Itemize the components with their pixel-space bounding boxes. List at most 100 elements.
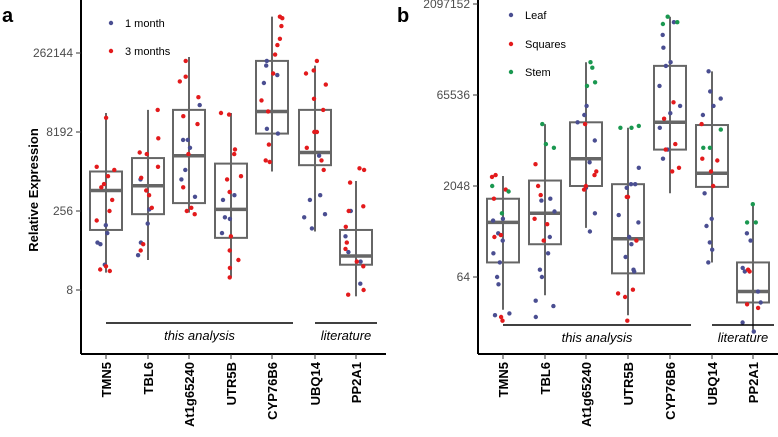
data-point (751, 329, 756, 334)
data-point (547, 234, 552, 240)
x-tick-label: UTR5B (224, 362, 239, 405)
data-point (660, 32, 665, 38)
data-point (227, 275, 232, 280)
data-point (192, 212, 197, 217)
data-point (710, 247, 715, 252)
annotation-label: literature (718, 330, 769, 345)
data-point (582, 121, 588, 127)
data-point (592, 138, 597, 143)
data-point (98, 242, 103, 247)
legend-swatch (508, 12, 514, 18)
data-point (507, 311, 512, 316)
data-point (708, 89, 713, 94)
data-point (627, 234, 632, 240)
data-point (581, 187, 587, 192)
data-point (590, 65, 595, 70)
data-point (747, 269, 752, 274)
data-point (540, 121, 545, 127)
data-point (232, 147, 238, 152)
data-point (94, 218, 99, 223)
data-point (623, 254, 628, 260)
x-tick-label: UTR5B (621, 362, 636, 405)
data-point (588, 60, 593, 65)
data-point (346, 208, 351, 214)
data-point (189, 205, 194, 210)
data-point (271, 71, 276, 76)
data-point (156, 136, 161, 141)
data-point (361, 287, 366, 293)
y-axis-label: Relative Expression (26, 128, 41, 252)
data-point (551, 303, 556, 309)
legend-label: 1 month (125, 18, 165, 30)
data-point (497, 260, 502, 265)
data-point (180, 137, 186, 143)
data-point (632, 269, 637, 274)
data-point (137, 150, 142, 155)
data-point (489, 174, 495, 180)
data-point (322, 212, 328, 217)
data-point (494, 274, 500, 280)
x-tick-label: PP2A1 (349, 362, 364, 403)
legend-swatch (508, 69, 514, 75)
data-point (277, 36, 283, 41)
box (339, 228, 373, 266)
data-point (584, 83, 590, 89)
data-point (179, 177, 184, 182)
data-point (715, 158, 720, 163)
data-point (718, 96, 723, 101)
data-point (110, 197, 115, 203)
data-point (192, 194, 198, 199)
box (89, 170, 123, 231)
data-point (318, 193, 323, 198)
data-point (358, 259, 363, 264)
data-point (181, 114, 186, 119)
data-point (533, 298, 538, 303)
data-point (663, 147, 668, 152)
data-point (259, 98, 264, 103)
data-point (145, 221, 150, 226)
data-point (498, 314, 504, 320)
data-point (755, 289, 761, 294)
data-point (490, 218, 496, 223)
data-point (668, 60, 673, 65)
data-point (706, 260, 711, 265)
data-point (222, 215, 228, 220)
data-point (195, 121, 200, 127)
legend-label: Squares (525, 39, 566, 51)
data-point (226, 112, 232, 117)
data-point (264, 126, 270, 131)
data-point (185, 137, 190, 143)
data-point (753, 220, 758, 225)
data-point (660, 156, 666, 161)
data-point (538, 192, 543, 198)
data-point (592, 80, 598, 85)
data-point (186, 151, 191, 157)
data-point (704, 223, 709, 229)
data-point (261, 80, 267, 86)
data-point (744, 302, 750, 307)
data-point (361, 264, 366, 269)
data-point (265, 109, 271, 114)
data-point (183, 74, 188, 79)
data-point (592, 172, 597, 178)
data-point (500, 318, 505, 323)
data-point (103, 223, 109, 228)
data-point (506, 189, 511, 194)
data-point (343, 246, 348, 252)
data-point (238, 174, 244, 179)
data-point (755, 305, 761, 311)
data-point (358, 281, 363, 286)
data-point (344, 240, 349, 245)
data-point (144, 188, 149, 193)
x-tick-label: TMN5 (496, 362, 511, 397)
data-point (539, 198, 544, 203)
data-point (702, 191, 707, 196)
y-tick-label: 256 (53, 204, 73, 218)
data-point (575, 120, 580, 125)
data-point (657, 125, 662, 130)
data-point (622, 294, 628, 300)
data-point (220, 197, 226, 203)
data-point (155, 164, 161, 169)
data-point (548, 196, 553, 201)
